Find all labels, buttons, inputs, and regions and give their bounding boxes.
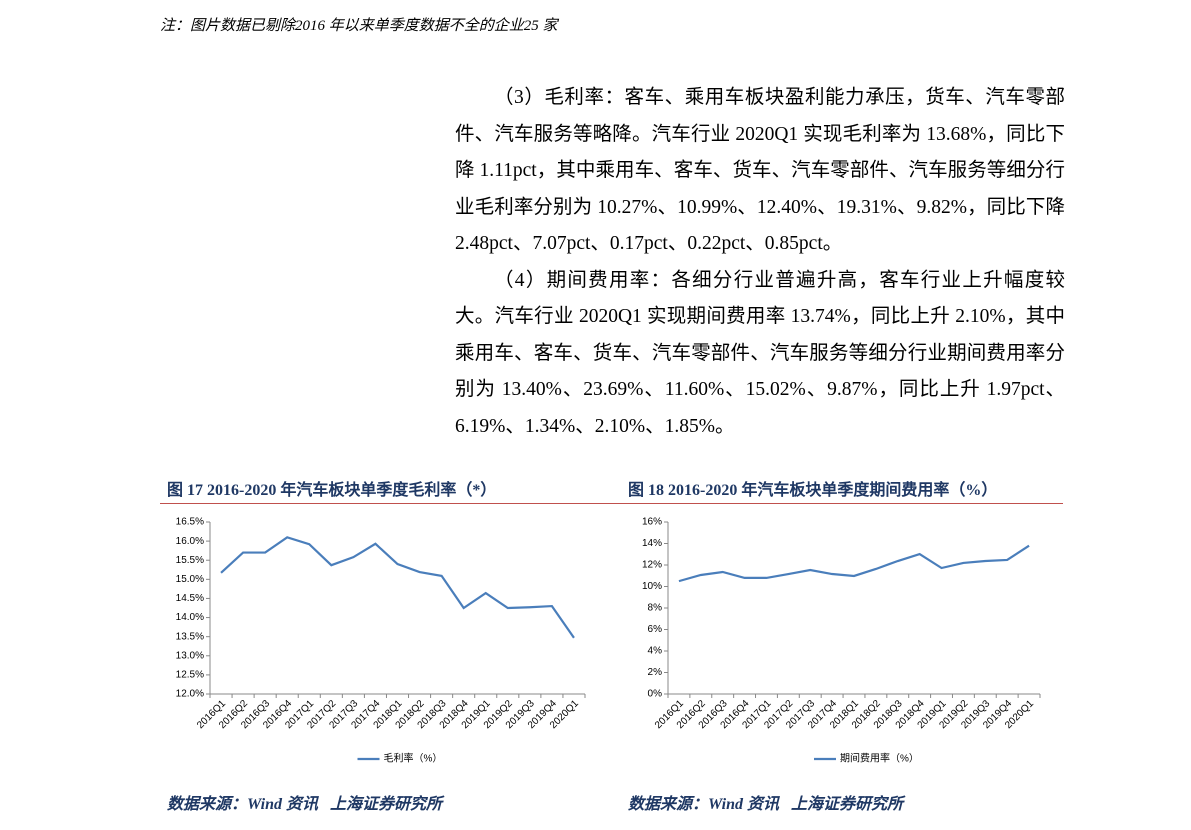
paragraph: （4）期间费用率：各细分行业普遍升高，客车行业上升幅度较大。汽车行业 2020Q… xyxy=(455,269,1065,437)
y-tick-label: 10% xyxy=(642,581,662,592)
y-tick-label: 8% xyxy=(648,603,663,614)
note: 注：图片数据已剔除2016 年以来单季度数据不全的企业25 家 xyxy=(160,18,558,34)
figure-caption: 图 17 2016-2020 年汽车板块单季度毛利率（*） xyxy=(167,482,497,499)
caption-rule xyxy=(160,503,1063,504)
body-text: （3）毛利率：客车、乘用车板块盈利能力承压，货车、汽车零部件、汽车服务等略降。汽… xyxy=(455,80,1065,445)
source: 数据来源：Wind 资讯 上海证券研究所 xyxy=(628,796,903,813)
y-tick-label: 12.5% xyxy=(176,670,204,681)
y-tick-label: 12.0% xyxy=(176,689,204,700)
y-tick-label: 15.5% xyxy=(176,555,204,566)
y-tick-label: 0% xyxy=(648,689,663,700)
legend-label: 期间费用率（%） xyxy=(840,752,919,765)
y-tick-label: 2% xyxy=(648,667,663,678)
y-tick-label: 16.0% xyxy=(176,536,204,547)
y-tick-label: 4% xyxy=(648,646,663,657)
y-tick-label: 14.5% xyxy=(176,593,204,604)
chart: 0%2%4%6%8%10%12%14%16%2016Q12016Q22016Q3… xyxy=(642,517,1041,765)
y-tick-label: 15.0% xyxy=(176,574,204,585)
y-tick-label: 14% xyxy=(642,538,662,549)
y-tick-label: 6% xyxy=(648,624,663,635)
source: 数据来源：Wind 资讯 上海证券研究所 xyxy=(167,796,442,813)
y-tick-label: 16.5% xyxy=(176,517,204,528)
figure-caption: 图 18 2016-2020 年汽车板块单季度期间费用率（%） xyxy=(628,482,998,499)
series-line xyxy=(678,544,1030,583)
legend-label: 毛利率（%） xyxy=(384,752,443,765)
y-tick-label: 12% xyxy=(642,560,662,571)
series-line xyxy=(220,536,575,639)
y-tick-label: 13.5% xyxy=(176,631,204,642)
y-tick-label: 13.0% xyxy=(176,650,204,661)
paragraph: （3）毛利率：客车、乘用车板块盈利能力承压，货车、汽车零部件、汽车服务等略降。汽… xyxy=(455,87,1065,254)
y-tick-label: 14.0% xyxy=(176,612,204,623)
y-tick-label: 16% xyxy=(642,517,662,528)
chart: 12.0% 12.5% 13.0% 13.5% 14.0% 14.5% 15.0% 15.5%… xyxy=(176,517,586,765)
